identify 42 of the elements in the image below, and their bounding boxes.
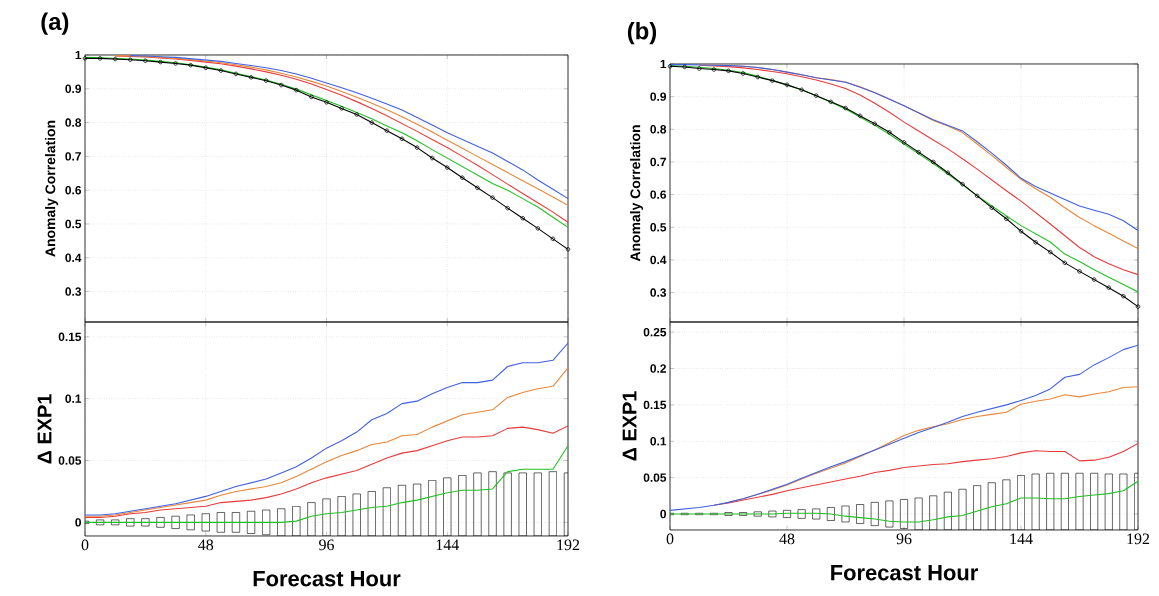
- y-tick-label: 0.7: [65, 152, 81, 161]
- y-tick-label: 0.8: [650, 125, 667, 134]
- x-tick-label: 144: [436, 539, 459, 551]
- chart-title: (a): [41, 12, 69, 35]
- y-axis-title: Anomaly Correlation: [45, 120, 59, 257]
- y-tick-label: 0: [660, 509, 666, 519]
- x-tick-label: 192: [1127, 533, 1150, 545]
- y-tick-label: 0.8: [65, 118, 82, 127]
- y-tick-label: 1: [75, 50, 82, 60]
- x-tick-label: 48: [779, 533, 795, 545]
- y-tick-label: 0.3: [650, 288, 667, 297]
- y-tick-label: 0.4: [65, 253, 82, 262]
- y-tick-label: 0.1: [650, 437, 667, 446]
- y-axis-title: Δ EXP1: [622, 391, 637, 461]
- y-tick-label: 0.3: [65, 287, 82, 296]
- y-tick-label: 0.6: [65, 185, 82, 195]
- chart-title: (b): [627, 21, 657, 45]
- x-axis-title: Forecast Hour: [253, 571, 401, 587]
- y-tick-label: 0.6: [650, 190, 667, 199]
- x-axis-title: Forecast Hour: [831, 565, 978, 581]
- x-tick-label: 192: [557, 539, 580, 551]
- y-tick-label: 0.15: [643, 400, 667, 410]
- y-tick-label: 0.9: [650, 92, 667, 101]
- y-tick-label: 0.7: [650, 157, 666, 167]
- x-tick-label: 96: [319, 539, 335, 551]
- y-tick-label: 0.15: [58, 332, 82, 342]
- y-tick-label: 0.9: [65, 84, 82, 94]
- y-tick-label: 0.05: [58, 456, 82, 465]
- y-tick-label: 1: [660, 59, 667, 69]
- x-tick-label: 48: [198, 539, 214, 551]
- y-axis-title: Anomaly Correlation: [630, 125, 644, 262]
- y-tick-label: 0.25: [643, 327, 667, 337]
- y-tick-label: 0.1: [65, 394, 82, 403]
- y-tick-label: 0.05: [643, 473, 667, 482]
- y-axis-title: Δ EXP1: [37, 394, 52, 464]
- y-tick-label: 0.4: [650, 255, 667, 265]
- y-tick-label: 0.5: [650, 223, 667, 232]
- y-tick-label: 0: [75, 518, 81, 527]
- x-tick-label: 144: [1010, 533, 1033, 545]
- x-tick-label: 96: [896, 533, 912, 545]
- y-tick-label: 0.5: [65, 219, 82, 229]
- y-tick-label: 0.2: [650, 364, 667, 373]
